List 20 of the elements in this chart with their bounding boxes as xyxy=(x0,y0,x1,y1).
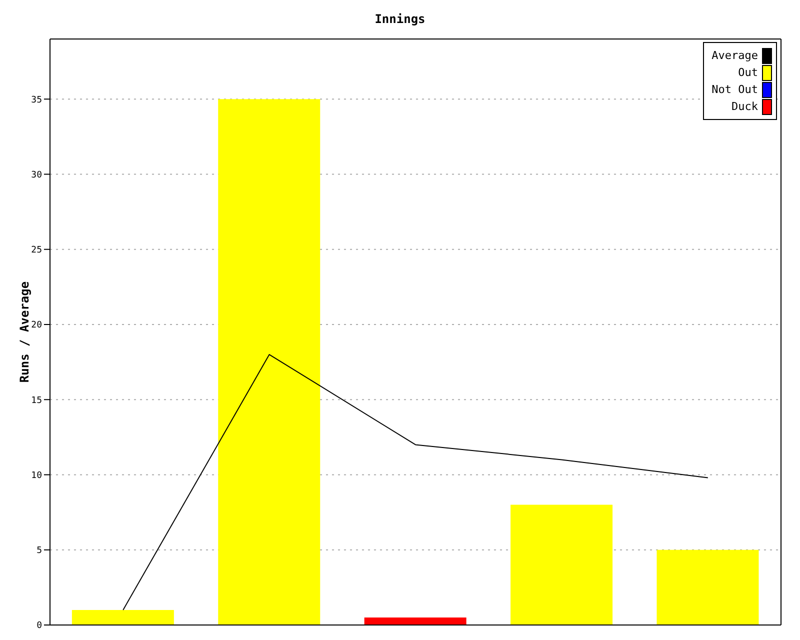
y-tick-label: 30 xyxy=(31,170,42,180)
line-series xyxy=(122,354,708,610)
legend-label: Not Out xyxy=(712,83,758,96)
y-tick-label: 25 xyxy=(31,246,42,256)
legend-label: Out xyxy=(738,66,758,79)
y-tick-label: 20 xyxy=(31,320,42,331)
y-axis-title: Runs / Average xyxy=(17,281,32,383)
y-tick-label: 15 xyxy=(31,396,42,406)
y-tick-label: 0 xyxy=(36,621,42,632)
bar xyxy=(218,99,320,625)
bar xyxy=(72,610,174,625)
chart-title: Innings xyxy=(374,12,426,26)
y-tick-label: 5 xyxy=(36,546,42,556)
bar xyxy=(510,504,613,625)
bar xyxy=(364,617,466,625)
y-tick-label: 35 xyxy=(31,95,42,106)
legend-label: Average xyxy=(712,49,758,62)
y-tick-label: 10 xyxy=(31,470,42,481)
legend-label: Duck xyxy=(732,100,758,113)
bar xyxy=(656,550,759,625)
